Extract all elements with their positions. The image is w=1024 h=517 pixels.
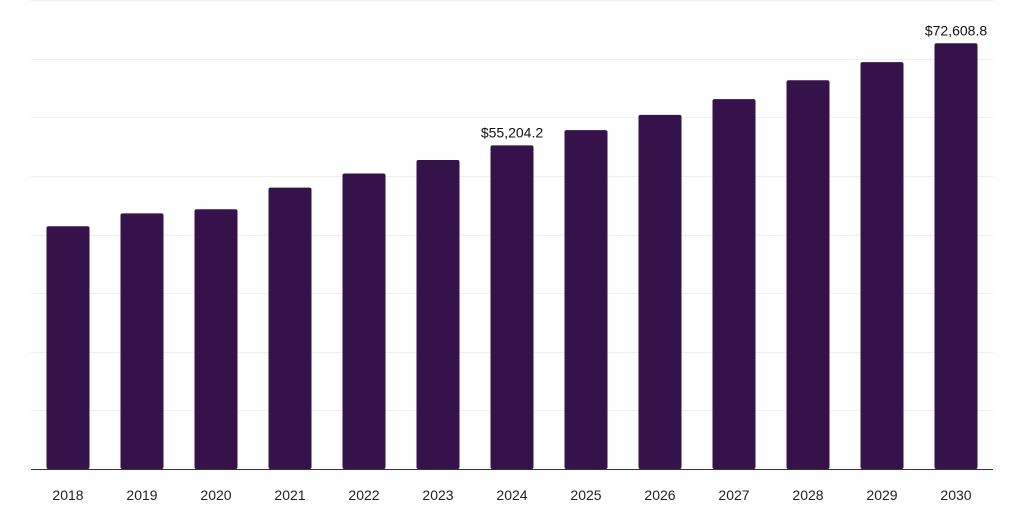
x-tick-label-2019: 2019: [126, 487, 157, 503]
bar-2025: [564, 130, 608, 469]
bar-2019: [120, 213, 164, 469]
bar-2030: [934, 43, 978, 470]
x-tick-label-2025: 2025: [570, 487, 601, 503]
bar-2024: [490, 145, 534, 469]
x-tick-label-2024: 2024: [496, 487, 527, 503]
bar-2020: [194, 209, 238, 470]
x-tick-label-2023: 2023: [422, 487, 453, 503]
bars: [46, 43, 978, 470]
data-label-2024: $55,204.2: [481, 124, 543, 140]
x-tick-label-2026: 2026: [644, 487, 675, 503]
x-tick-labels: 2018 2019 2020 2021 2022 2023 2024 2025 2026 2027…: [52, 487, 971, 503]
bar-2018: [46, 226, 90, 469]
x-tick-label-2027: 2027: [718, 487, 749, 503]
bar-2029: [860, 62, 904, 469]
data-labels: $55,204.2 $72,608.8: [481, 22, 987, 140]
data-label-2030: $72,608.8: [925, 22, 987, 38]
bar-2026: [638, 114, 682, 470]
x-tick-label-2020: 2020: [200, 487, 231, 503]
x-tick-label-2022: 2022: [348, 487, 379, 503]
bar-2023: [416, 160, 460, 469]
x-tick-label-2018: 2018: [52, 487, 83, 503]
x-tick-label-2028: 2028: [792, 487, 823, 503]
bar-2028: [786, 80, 830, 470]
x-tick-label-2030: 2030: [940, 487, 971, 503]
bar-2022: [342, 173, 386, 469]
bar-2021: [268, 187, 312, 469]
bar-2027: [712, 99, 756, 469]
x-tick-label-2029: 2029: [866, 487, 897, 503]
x-tick-label-2021: 2021: [274, 487, 305, 503]
